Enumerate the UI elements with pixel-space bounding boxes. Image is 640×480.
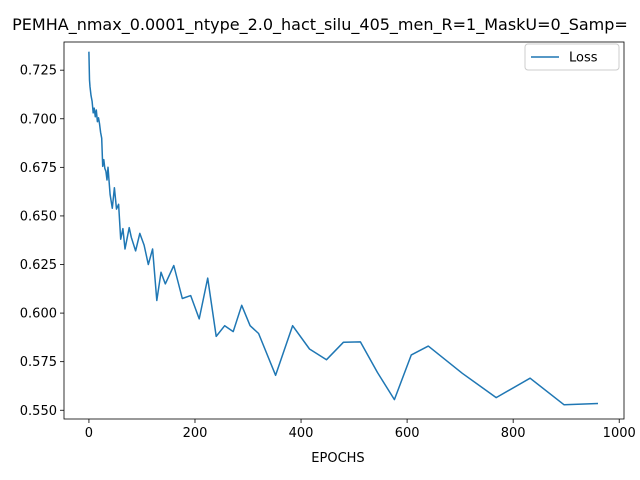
x-tick-label: 800 — [501, 426, 526, 441]
y-tick-label: 0.625 — [20, 258, 57, 273]
y-tick-label: 0.675 — [20, 161, 57, 176]
legend-label: Loss — [569, 51, 598, 66]
y-tick-label: 0.700 — [20, 112, 57, 127]
x-tick-label: 0 — [85, 426, 93, 441]
x-axis: 0 200 400 600 800 1000 — [85, 419, 636, 441]
x-axis-title: EPOCHS — [311, 451, 364, 466]
legend-box — [524, 43, 620, 71]
y-tick-label: 0.575 — [20, 355, 57, 370]
plot-frame — [63, 41, 625, 420]
y-tick-label: 0.550 — [20, 404, 57, 419]
y-tick-label: 0.725 — [20, 64, 57, 79]
y-axis: 0.550 0.575 0.600 0.625 0.650 0.675 0.700 0.725 — [20, 64, 64, 419]
x-tick-label: 1000 — [603, 426, 636, 441]
x-tick-label: 400 — [289, 426, 314, 441]
series-group — [88, 51, 599, 406]
series-line-loss — [88, 51, 599, 406]
y-tick-label: 0.650 — [20, 209, 57, 224]
x-tick-label: 200 — [183, 426, 208, 441]
legend: Loss — [524, 43, 620, 71]
y-tick-label: 0.600 — [20, 307, 57, 322]
x-tick-label: 600 — [395, 426, 420, 441]
chart-title: PEMHA_nmax_0.0001_ntype_2.0_hact_silu_40… — [12, 15, 628, 35]
